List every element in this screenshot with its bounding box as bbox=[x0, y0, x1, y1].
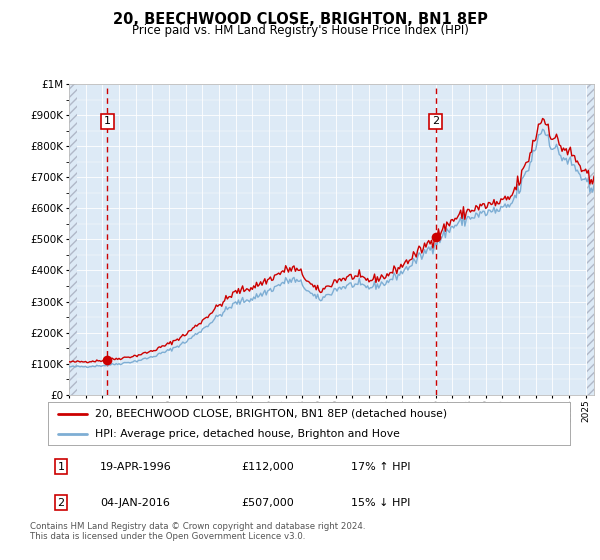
Bar bbox=[69, 84, 77, 395]
Text: Price paid vs. HM Land Registry's House Price Index (HPI): Price paid vs. HM Land Registry's House … bbox=[131, 24, 469, 36]
Text: 1: 1 bbox=[58, 462, 65, 472]
Text: 2: 2 bbox=[432, 116, 439, 127]
Text: 15% ↓ HPI: 15% ↓ HPI bbox=[351, 498, 410, 507]
Text: 2: 2 bbox=[58, 498, 65, 507]
Bar bbox=[587, 84, 594, 395]
Text: £112,000: £112,000 bbox=[241, 462, 294, 472]
Text: 20, BEECHWOOD CLOSE, BRIGHTON, BN1 8EP (detached house): 20, BEECHWOOD CLOSE, BRIGHTON, BN1 8EP (… bbox=[95, 409, 447, 419]
Text: 04-JAN-2016: 04-JAN-2016 bbox=[100, 498, 170, 507]
Text: 19-APR-1996: 19-APR-1996 bbox=[100, 462, 172, 472]
Text: HPI: Average price, detached house, Brighton and Hove: HPI: Average price, detached house, Brig… bbox=[95, 430, 400, 439]
Text: 20, BEECHWOOD CLOSE, BRIGHTON, BN1 8EP: 20, BEECHWOOD CLOSE, BRIGHTON, BN1 8EP bbox=[113, 12, 487, 27]
Text: Contains HM Land Registry data © Crown copyright and database right 2024.
This d: Contains HM Land Registry data © Crown c… bbox=[30, 522, 365, 542]
Text: £507,000: £507,000 bbox=[241, 498, 294, 507]
Text: 17% ↑ HPI: 17% ↑ HPI bbox=[351, 462, 410, 472]
Text: 1: 1 bbox=[104, 116, 111, 127]
